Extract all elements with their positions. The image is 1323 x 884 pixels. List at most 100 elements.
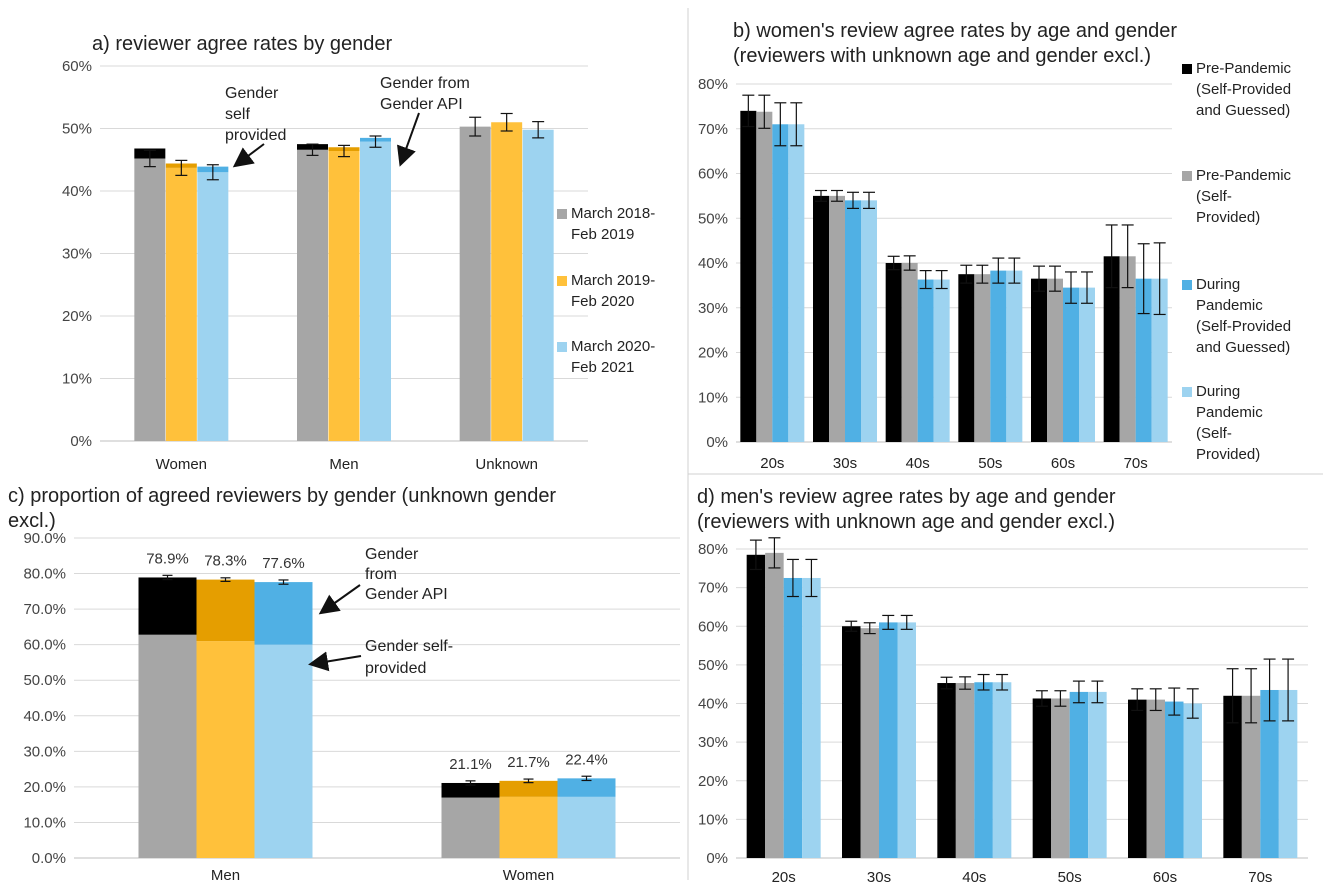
- bar: [845, 200, 861, 442]
- chart-subtitle: (reviewers with unknown age and gender e…: [733, 45, 1151, 67]
- data-label: 21.1%: [449, 756, 492, 773]
- x-category-label: Women: [503, 867, 554, 884]
- bar: [557, 796, 616, 858]
- x-category-label: 20s: [760, 455, 784, 472]
- legend-swatch: [1182, 387, 1192, 397]
- bar: [1079, 287, 1095, 442]
- bar: [990, 270, 1007, 442]
- bar: [788, 124, 805, 443]
- chart-title: a) reviewer agree rates by gender: [92, 33, 392, 55]
- data-label: 22.4%: [565, 751, 608, 768]
- y-tick-label: 70%: [698, 121, 728, 138]
- bar: [196, 641, 255, 858]
- bar-segment: [499, 780, 558, 797]
- y-tick-label: 30%: [698, 300, 728, 317]
- chart-title: b) women's review agree rates by age and…: [733, 20, 1177, 42]
- legend-label: During: [1196, 276, 1240, 293]
- bar: [499, 796, 558, 858]
- x-category-label: 60s: [1153, 869, 1177, 884]
- y-tick-label: 20%: [698, 345, 728, 362]
- y-tick-label: 0%: [706, 434, 728, 451]
- legend-label: Feb 2021: [571, 359, 634, 376]
- legend-label: (Self-Provided: [1196, 81, 1291, 98]
- panel-b: b) women's review agree rates by age and…: [698, 20, 1292, 472]
- panel-a: a) reviewer agree rates by gender 0% 10% 20…: [62, 33, 655, 473]
- bar: [459, 126, 491, 441]
- annotation-text: provided: [365, 660, 426, 677]
- y-tick-label: 30%: [62, 246, 92, 263]
- chart-title: c) proportion of agreed reviewers by gen…: [8, 485, 556, 507]
- x-category-label: 70s: [1248, 869, 1272, 884]
- x-category-label: 20s: [772, 869, 796, 884]
- legend-label: Feb 2020: [571, 293, 634, 310]
- bar: [297, 149, 328, 441]
- bar: [328, 151, 360, 441]
- bar: [955, 683, 975, 858]
- y-tick-label: 60%: [698, 166, 728, 183]
- y-tick-label: 10%: [698, 811, 728, 828]
- bar: [1047, 278, 1063, 442]
- bar: [1278, 689, 1298, 858]
- annotation-text: Gender API: [365, 586, 448, 603]
- annotation-text: Gender from: [380, 75, 470, 92]
- y-tick-label: 50%: [698, 657, 728, 674]
- bar: [1031, 278, 1047, 442]
- legend-swatch: [557, 342, 567, 352]
- data-label: 78.3%: [204, 553, 247, 570]
- y-tick-label: 10%: [62, 371, 92, 388]
- x-category-label: 40s: [906, 455, 930, 472]
- bar: [491, 122, 523, 441]
- legend-label: Provided): [1196, 446, 1260, 463]
- panel-c: c) proportion of agreed reviewers by gen…: [8, 485, 680, 884]
- y-tick-label: 50%: [698, 210, 728, 227]
- x-category-label: 40s: [962, 869, 986, 884]
- y-tick-label: 70%: [698, 580, 728, 597]
- bar-segment: [254, 582, 313, 645]
- y-tick-label: 70.0%: [23, 601, 66, 618]
- bar: [1006, 270, 1023, 442]
- y-tick-label: 40%: [698, 255, 728, 272]
- annotation-arrow: [308, 651, 362, 672]
- y-tick-label: 10.0%: [23, 814, 66, 831]
- x-category-label: Men: [329, 456, 358, 473]
- annotation-arrow: [397, 112, 420, 167]
- legend-label: During: [1196, 383, 1240, 400]
- bar: [1032, 698, 1052, 858]
- y-tick-label: 40%: [62, 183, 92, 200]
- legend-label: (Self-: [1196, 188, 1232, 205]
- data-label: 78.9%: [146, 550, 189, 567]
- data-label: 77.6%: [262, 555, 305, 572]
- y-tick-label: 30%: [698, 734, 728, 751]
- chart-title-line-2: excl.): [8, 510, 56, 532]
- bar: [885, 263, 902, 442]
- bar: [974, 682, 993, 858]
- x-category-label: 50s: [978, 455, 1002, 472]
- bar: [958, 274, 975, 442]
- y-tick-label: 20%: [698, 773, 728, 790]
- bar: [813, 195, 829, 442]
- bar: [1051, 698, 1070, 858]
- legend-label: Feb 2019: [571, 226, 634, 243]
- y-tick-label: 80.0%: [23, 566, 66, 583]
- data-label: 21.7%: [507, 754, 550, 771]
- x-category-label: Men: [211, 867, 240, 884]
- bar: [772, 124, 789, 443]
- bar: [937, 683, 956, 858]
- bar: [1223, 695, 1242, 858]
- bar: [992, 682, 1012, 858]
- bar: [134, 158, 166, 441]
- x-category-label: 60s: [1051, 455, 1075, 472]
- annotation-text: self: [225, 106, 250, 123]
- legend-swatch: [1182, 171, 1192, 181]
- y-tick-label: 60%: [698, 618, 728, 635]
- annotation-text: Gender API: [380, 96, 463, 113]
- bar: [1103, 256, 1120, 442]
- y-tick-label: 20%: [62, 308, 92, 325]
- annotation-arrow: [232, 143, 265, 168]
- bar: [974, 274, 991, 442]
- bar: [138, 634, 197, 858]
- y-tick-label: 40.0%: [23, 708, 66, 725]
- legend-label: March 2019-: [571, 272, 655, 289]
- y-tick-label: 0.0%: [32, 850, 66, 867]
